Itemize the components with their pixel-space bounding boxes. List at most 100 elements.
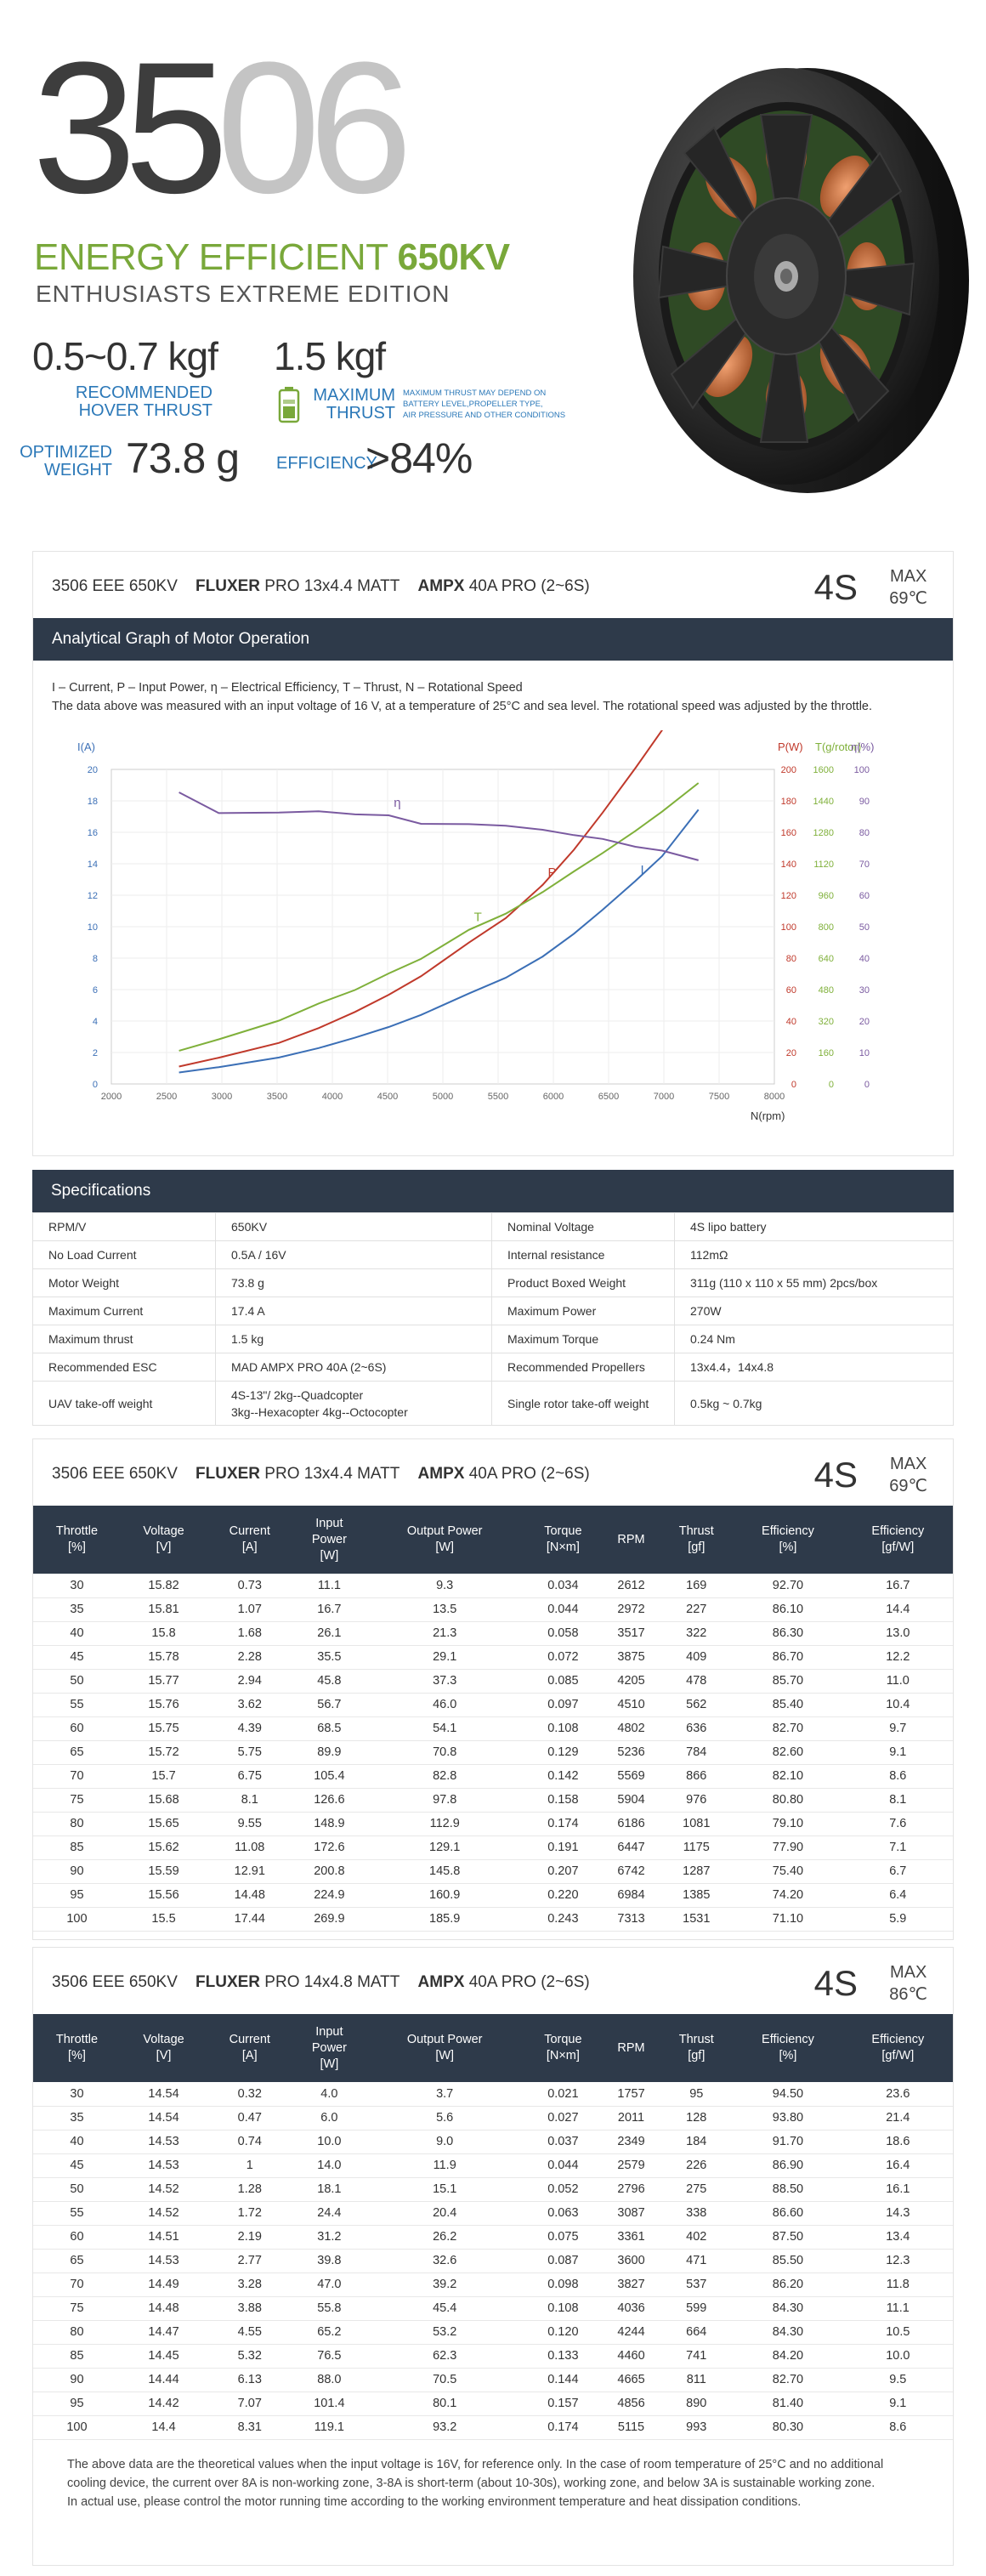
table-cell: 471 xyxy=(660,2249,734,2273)
spec-value: 4S lipo battery xyxy=(674,1212,954,1241)
spec-value: 650KV xyxy=(215,1212,492,1241)
table-cell: 1.07 xyxy=(207,1597,293,1622)
table-cell: 15.56 xyxy=(120,1883,207,1908)
table-2-header: 3506 EEE 650KV FLUXER PRO 14x4.8 MATT AM… xyxy=(52,1963,927,2004)
table-cell: 21.4 xyxy=(842,2106,953,2131)
table-cell: 39.8 xyxy=(292,2249,366,2273)
table-cell: 269.9 xyxy=(292,1907,366,1932)
table-cell: 53.2 xyxy=(366,2320,524,2345)
table-cell: 8.1 xyxy=(207,1788,293,1813)
y-tick-label: 60 xyxy=(859,891,870,901)
table-cell: 2612 xyxy=(602,1574,660,1598)
table-cell: 101.4 xyxy=(292,2392,366,2416)
table-cell: 1757 xyxy=(602,2082,660,2107)
table-row: 65 14.53 2.77 39.8 32.6 0.087 3600 471 85.50 12.3 xyxy=(33,2249,953,2273)
table-cell: 16.7 xyxy=(292,1597,366,1622)
table-cell: 14.48 xyxy=(207,1883,293,1908)
table-cell: 75 xyxy=(33,2296,121,2321)
table-row: 75 14.48 3.88 55.8 45.4 0.108 4036 599 84.30 11.1 xyxy=(33,2296,953,2321)
table-cell: 976 xyxy=(660,1788,734,1813)
table-cell: 562 xyxy=(660,1693,734,1717)
x-tick-label: 4500 xyxy=(377,1092,398,1102)
table-row: 30 14.54 0.32 4.0 3.7 0.021 1757 95 94.50 23.6 xyxy=(33,2082,953,2107)
table-cell: 91.70 xyxy=(733,2130,843,2154)
table-cell: 84.30 xyxy=(733,2296,843,2321)
table-cell: 0.158 xyxy=(523,1788,603,1813)
table-cell: 2.77 xyxy=(207,2249,293,2273)
table-cell: 0.021 xyxy=(523,2082,603,2107)
y-axis-label: T(g/rotor) xyxy=(815,740,861,753)
spec-value: 0.5kg ~ 0.7kg xyxy=(674,1381,954,1426)
y-tick-label: 100 xyxy=(781,922,796,933)
y-tick-label: 40 xyxy=(786,1017,796,1027)
spec-value: 112mΩ xyxy=(674,1240,954,1269)
table-cell: 21.3 xyxy=(366,1621,524,1646)
table-cell: 0.063 xyxy=(523,2201,603,2226)
table-cell: 6.4 xyxy=(842,1883,953,1908)
table-cell: 0.044 xyxy=(523,1597,603,1622)
table-cell: 15.5 xyxy=(120,1907,207,1932)
table-cell: 2349 xyxy=(602,2130,660,2154)
column-header: Efficiency [%] xyxy=(733,2014,843,2082)
table-cell: 94.50 xyxy=(733,2082,843,2107)
table-cell: 10.5 xyxy=(842,2320,953,2345)
table-cell: 0.044 xyxy=(523,2153,603,2178)
table-cell: 4205 xyxy=(602,1669,660,1694)
table-cell: 105.4 xyxy=(292,1764,366,1789)
table-cell: 76.5 xyxy=(292,2344,366,2369)
column-header: Input Power [W] xyxy=(292,1506,366,1574)
table-cell: 14.54 xyxy=(120,2082,207,2107)
table-cell: 85.70 xyxy=(733,1669,843,1694)
table-cell: 100 xyxy=(33,1907,121,1932)
y-tick-label: 640 xyxy=(819,954,834,964)
table-cell: 82.8 xyxy=(366,1764,524,1789)
y-tick-label: 14 xyxy=(88,860,98,870)
table-cell: 0.085 xyxy=(523,1669,603,1694)
x-tick-label: 2000 xyxy=(101,1092,122,1102)
table-cell: 70.5 xyxy=(366,2368,524,2392)
table-cell: 11.08 xyxy=(207,1836,293,1860)
table-cell: 45 xyxy=(33,2153,121,2178)
column-header: Current [A] xyxy=(207,2014,293,2082)
table-cell: 15.59 xyxy=(120,1859,207,1884)
spec-value: 311g (110 x 110 x 55 mm) 2pcs/box xyxy=(674,1268,954,1297)
table-cell: 7.07 xyxy=(207,2392,293,2416)
table-cell: 15.7 xyxy=(120,1764,207,1789)
table-cell: 14.3 xyxy=(842,2201,953,2226)
table-row: 55 15.76 3.62 56.7 46.0 0.097 4510 562 85.40 10.4 xyxy=(33,1693,953,1717)
table-row: 65 15.72 5.75 89.9 70.8 0.129 5236 784 82.60 9.1 xyxy=(33,1740,953,1765)
max-temp: MAX 69℃ xyxy=(889,567,927,608)
graph-box-header: 3506 EEE 650KV FLUXER PRO 13x4.4 MATT AM… xyxy=(52,567,927,608)
table-cell: 14.48 xyxy=(120,2296,207,2321)
table-cell: 0.174 xyxy=(523,1812,603,1836)
column-header: Throttle [%] xyxy=(33,2014,121,2082)
efficiency-value: >84% xyxy=(366,434,473,482)
table-cell: 0.037 xyxy=(523,2130,603,2154)
y-tick-label: 80 xyxy=(859,828,870,838)
table-cell: 81.40 xyxy=(733,2392,843,2416)
table-cell: 95 xyxy=(33,1883,121,1908)
table-cell: 14.54 xyxy=(120,2106,207,2131)
table-cell: 169 xyxy=(660,1574,734,1598)
table-cell: 70.8 xyxy=(366,1740,524,1765)
table-cell: 741 xyxy=(660,2344,734,2369)
table-cell: 82.10 xyxy=(733,1764,843,1789)
table-row: 100 15.5 17.44 269.9 185.9 0.243 7313 1531 71.10… xyxy=(33,1907,953,1932)
y-tick-label: 120 xyxy=(781,891,796,901)
table-cell: 2.94 xyxy=(207,1669,293,1694)
table-cell: 12.2 xyxy=(842,1645,953,1670)
table-cell: 5.75 xyxy=(207,1740,293,1765)
table-cell: 15.75 xyxy=(120,1716,207,1741)
y-axis-label: P(W) xyxy=(778,740,803,753)
spec-label: Single rotor take-off weight xyxy=(491,1381,675,1426)
table-cell: 0.108 xyxy=(523,2296,603,2321)
y-tick-label: 20 xyxy=(88,765,98,775)
column-header: Thrust [gf] xyxy=(660,2014,734,2082)
spec-label: Recommended ESC xyxy=(32,1353,216,1382)
table-cell: 5115 xyxy=(602,2415,660,2440)
table-cell: 3600 xyxy=(602,2249,660,2273)
table-cell: 15.65 xyxy=(120,1812,207,1836)
y-tick-label: 1600 xyxy=(813,765,834,775)
table-cell: 6.13 xyxy=(207,2368,293,2392)
motor-illustration xyxy=(633,68,969,493)
